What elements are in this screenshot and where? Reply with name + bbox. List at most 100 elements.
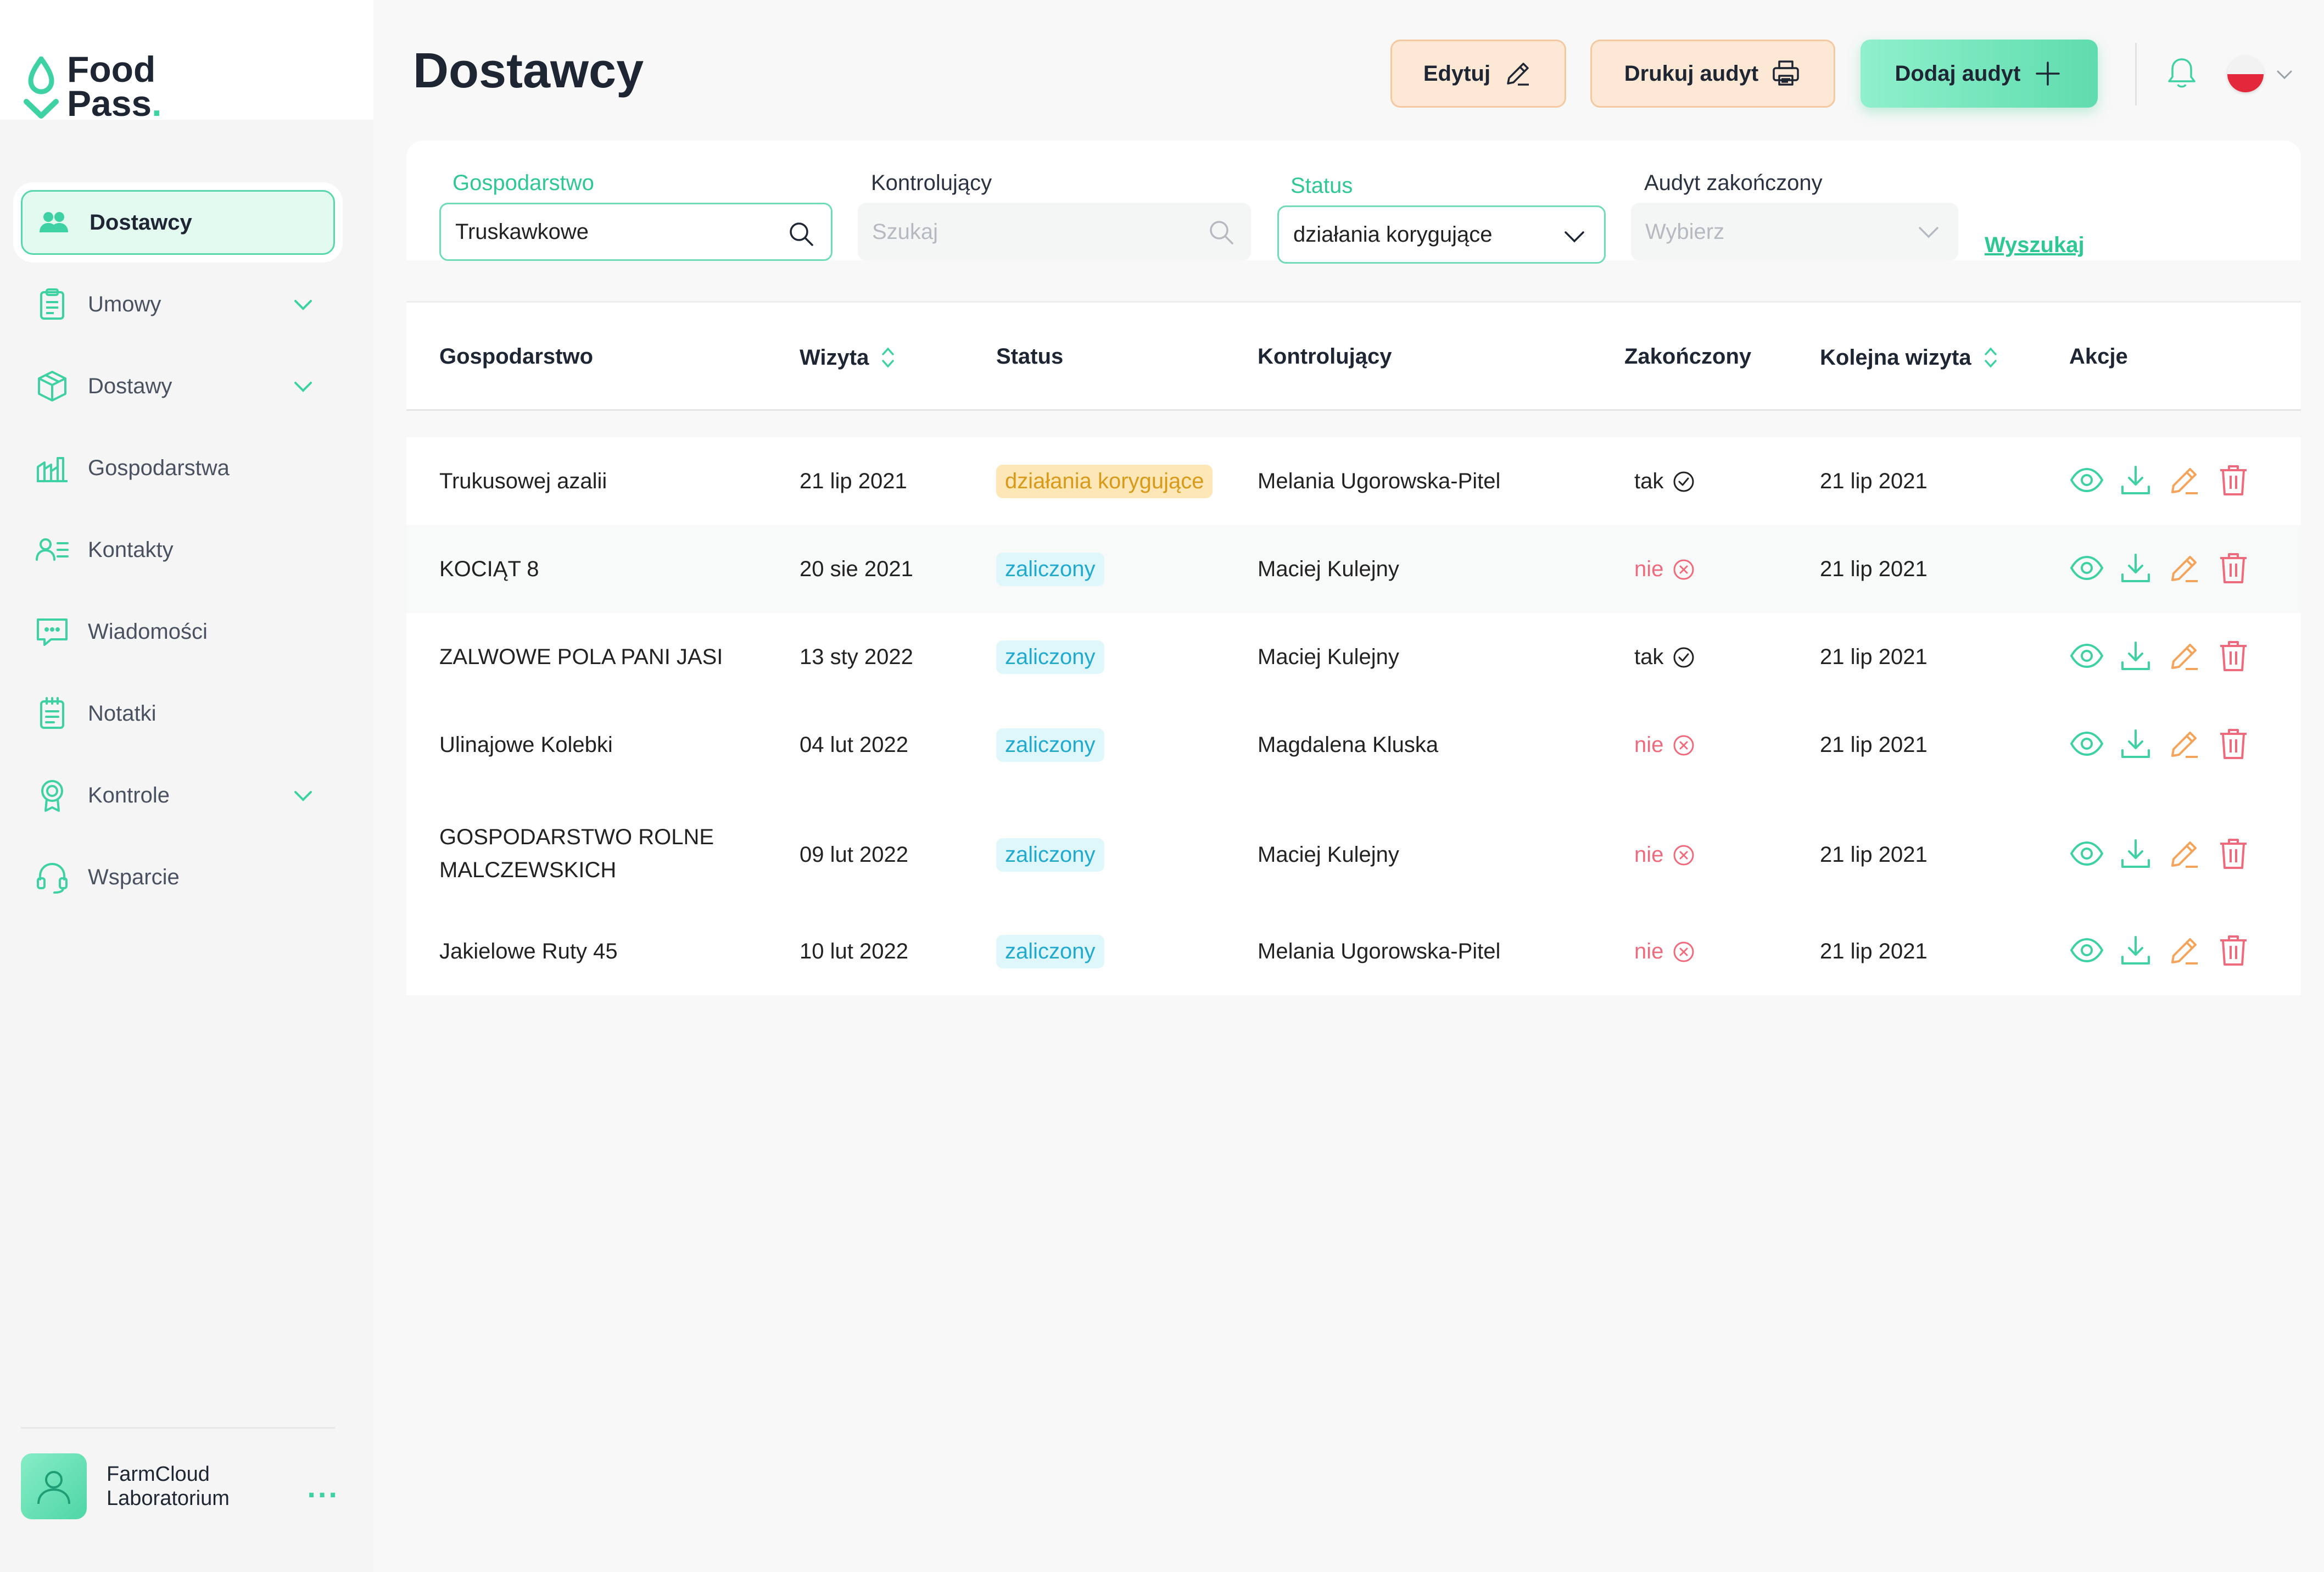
- controller-search-input[interactable]: Szukaj: [858, 203, 1251, 261]
- cell-farm: GOSPODARSTWO ROLNE MALCZEWSKICH: [439, 821, 714, 887]
- avatar[interactable]: [21, 1453, 87, 1519]
- table-row[interactable]: GOSPODARSTWO ROLNE MALCZEWSKICH 09 lut 202…: [406, 789, 2301, 907]
- pencil-icon[interactable]: [2167, 462, 2202, 498]
- sidebar-item-dostawy[interactable]: Dostawy: [21, 354, 335, 419]
- cell-farm-line: MALCZEWSKICH: [439, 858, 617, 882]
- column-header-finished[interactable]: Zakończony: [1624, 344, 1751, 369]
- cell-next-visit: 21 lip 2021: [1820, 557, 1928, 581]
- column-header-farm[interactable]: Gospodarstwo: [439, 344, 593, 369]
- trash-icon[interactable]: [2216, 462, 2251, 498]
- trash-icon[interactable]: [2216, 638, 2251, 673]
- status-badge: działania korygujące: [996, 465, 1213, 498]
- user-profile[interactable]: FarmCloud Laboratorium ...: [21, 1452, 339, 1520]
- x-circle-icon: [1673, 941, 1694, 962]
- cell-visit-date: 21 lip 2021: [800, 469, 907, 493]
- chevron-down-icon[interactable]: [2273, 64, 2295, 86]
- table-row[interactable]: Ulinajowe Kolebki 04 lut 2022 zaliczony Mag…: [406, 701, 2301, 789]
- sidebar-item-label: Wsparcie: [88, 865, 180, 889]
- sort-icon[interactable]: [879, 344, 897, 371]
- eye-icon[interactable]: [2069, 638, 2104, 673]
- finished-label: tak: [1634, 645, 1664, 669]
- eye-icon[interactable]: [2069, 933, 2104, 968]
- search-link[interactable]: Wyszukaj: [1985, 233, 2085, 257]
- farm-search-input[interactable]: Truskawkowe: [439, 203, 833, 261]
- eye-icon[interactable]: [2069, 462, 2104, 498]
- chevron-down-icon[interactable]: [291, 293, 315, 317]
- sidebar-item-notatki[interactable]: Notatki: [21, 681, 335, 746]
- pencil-icon[interactable]: [2167, 638, 2202, 673]
- table-row[interactable]: Jakielowe Ruty 45 10 lut 2022 zaliczony Mel…: [406, 907, 2301, 995]
- logo[interactable]: Food Pass.: [22, 51, 161, 122]
- sidebar-item-kontakty[interactable]: Kontakty: [21, 517, 335, 582]
- status-badge: zaliczony: [996, 553, 1104, 586]
- table-row[interactable]: Trukusowej azalii 21 lip 2021 działania ko…: [406, 437, 2301, 525]
- pencil-icon[interactable]: [2167, 836, 2202, 871]
- cell-visit-date: 20 sie 2021: [800, 557, 913, 581]
- bell-icon[interactable]: [2165, 56, 2199, 90]
- sidebar-item-label: Notatki: [88, 701, 157, 726]
- row-actions: [2069, 638, 2265, 673]
- finished-label: tak: [1634, 469, 1664, 493]
- search-icon[interactable]: [1207, 218, 1236, 247]
- table-row[interactable]: ZALWOWE POLA PANI JASI 13 sty 2022 zaliczo…: [406, 613, 2301, 701]
- sidebar-item-gospodarstwa[interactable]: Gospodarstwa: [21, 436, 335, 500]
- download-icon[interactable]: [2118, 933, 2153, 968]
- download-icon[interactable]: [2118, 462, 2153, 498]
- download-icon[interactable]: [2118, 836, 2153, 871]
- add-audit-button[interactable]: Dodaj audyt: [1861, 40, 2098, 108]
- sidebar-item-kontrole[interactable]: Kontrole: [21, 763, 335, 828]
- pencil-icon[interactable]: [2167, 933, 2202, 968]
- pencil-icon[interactable]: [2167, 726, 2202, 761]
- cell-next-visit: 21 lip 2021: [1820, 843, 1928, 867]
- table-header: Gospodarstwo Wizyta Status Kontrolujący …: [406, 301, 2301, 411]
- column-header-actions: Akcje: [2069, 344, 2128, 369]
- cell-farm: Jakielowe Ruty 45: [439, 939, 618, 963]
- sidebar-item-wiadomosci[interactable]: Wiadomości: [21, 599, 335, 664]
- trash-icon[interactable]: [2216, 933, 2251, 968]
- eye-icon[interactable]: [2069, 550, 2104, 586]
- cell-visit-date: 04 lut 2022: [800, 733, 908, 757]
- sidebar-item-label: Dostawcy: [90, 210, 192, 235]
- sidebar-item-wsparcie[interactable]: Wsparcie: [21, 845, 335, 910]
- pencil-icon: [1507, 63, 1529, 86]
- sidebar-nav: Dostawcy Umowy Dostawy Gospodarstwa: [21, 190, 335, 927]
- finished-label: nie: [1634, 733, 1664, 757]
- chevron-down-icon[interactable]: [291, 784, 315, 808]
- table-row[interactable]: KOCIĄT 8 20 sie 2021 zaliczony Maciej Kulej…: [406, 525, 2301, 613]
- eye-icon[interactable]: [2069, 836, 2104, 871]
- trash-icon[interactable]: [2216, 726, 2251, 761]
- download-icon[interactable]: [2118, 726, 2153, 761]
- trash-icon[interactable]: [2216, 836, 2251, 871]
- sidebar-item-dostawcy[interactable]: Dostawcy: [21, 190, 335, 255]
- status-select[interactable]: działania korygujące: [1277, 205, 1606, 264]
- trash-icon[interactable]: [2216, 550, 2251, 586]
- completed-select-placeholder: Wybierz: [1645, 219, 1725, 244]
- completed-select[interactable]: Wybierz: [1631, 203, 1958, 261]
- download-icon[interactable]: [2118, 638, 2153, 673]
- chevron-down-icon[interactable]: [291, 375, 315, 399]
- cell-finished: nie: [1634, 843, 1695, 867]
- search-icon[interactable]: [787, 220, 815, 248]
- column-header-next-visit[interactable]: Kolejna wizyta: [1820, 344, 2000, 371]
- contacts-icon: [33, 531, 71, 569]
- sidebar-item-label: Wiadomości: [88, 619, 208, 644]
- cell-farm: Trukusowej azalii: [439, 469, 607, 493]
- pencil-icon[interactable]: [2167, 550, 2202, 586]
- column-header-controller[interactable]: Kontrolujący: [1258, 344, 1392, 369]
- more-options-icon[interactable]: ...: [307, 1469, 339, 1504]
- eye-icon[interactable]: [2069, 726, 2104, 761]
- edit-button[interactable]: Edytuj: [1390, 40, 1566, 108]
- sidebar-item-umowy[interactable]: Umowy: [21, 272, 335, 337]
- poland-flag-icon[interactable]: [2227, 56, 2264, 92]
- controller-search-placeholder: Szukaj: [872, 219, 938, 244]
- farm-icon: [33, 449, 71, 487]
- cell-finished: tak: [1634, 469, 1695, 494]
- column-header-status[interactable]: Status: [996, 344, 1063, 369]
- check-circle-icon: [1673, 471, 1694, 492]
- sort-icon[interactable]: [1981, 344, 2000, 371]
- status-badge: zaliczony: [996, 935, 1104, 968]
- clipboard-icon: [33, 285, 71, 324]
- download-icon[interactable]: [2118, 550, 2153, 586]
- column-header-visit[interactable]: Wizyta: [800, 344, 897, 371]
- print-audit-button[interactable]: Drukuj audyt: [1590, 40, 1835, 108]
